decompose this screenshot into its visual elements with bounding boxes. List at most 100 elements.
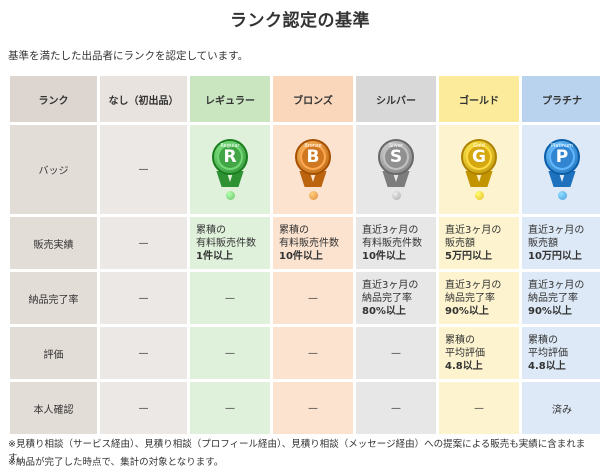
- header-none: なし（初出品）: [100, 76, 187, 122]
- sales-row: 販売実績 — 累積の 有料販売件数 1件以上 累積の 有料販売件数 10件以上 直近3ヶ…: [10, 217, 600, 269]
- rank-dot-icon: [391, 191, 401, 200]
- rating-row: 評価 — — — — 累積の 平均評価 4.8以上 累積の 平均評価 4.8以上: [10, 327, 600, 379]
- medal-icon: G Gold: [457, 139, 501, 187]
- medal-icon: B Bronze: [291, 139, 335, 187]
- header-gold: ゴールド: [439, 76, 519, 122]
- criteria-line: 直近3ヶ月の: [362, 279, 419, 291]
- badge-row-label: バッジ: [10, 125, 97, 214]
- rating-bronze: —: [273, 327, 353, 379]
- medal-letter: R: [217, 144, 243, 170]
- medal-icon: R Regular: [208, 139, 252, 187]
- rating-row-label: 評価: [10, 327, 97, 379]
- rank-dot-icon: [308, 191, 318, 200]
- sales-gold: 直近3ヶ月の 販売額 5万円以上: [439, 217, 519, 269]
- criteria-line: 有料販売件数: [196, 237, 256, 249]
- rank-dot-icon: [557, 191, 567, 200]
- medal-letter: P: [549, 144, 575, 170]
- criteria-value: 90%以上: [528, 305, 572, 317]
- sales-row-label: 販売実績: [10, 217, 97, 269]
- criteria-line: 有料販売件数: [279, 237, 339, 249]
- header-platinum: プラチナ: [522, 76, 600, 122]
- badge-row: バッジ — R Regular B Bronze S Silver G Gold P Pl…: [10, 125, 600, 214]
- sales-regular: 累積の 有料販売件数 1件以上: [190, 217, 270, 269]
- identity-silver: —: [356, 382, 436, 434]
- criteria-line: 累積の: [445, 334, 475, 346]
- header-rank: ランク: [10, 76, 97, 122]
- criteria-line: 納品完了率: [445, 292, 495, 304]
- medal-caption: Silver: [388, 143, 404, 149]
- delivery-none: —: [100, 272, 187, 324]
- identity-bronze: —: [273, 382, 353, 434]
- criteria-line: 直近3ヶ月の: [528, 224, 585, 236]
- criteria-line: 直近3ヶ月の: [362, 224, 419, 236]
- delivery-regular: —: [190, 272, 270, 324]
- criteria-line: 直近3ヶ月の: [528, 279, 585, 291]
- rating-silver: —: [356, 327, 436, 379]
- criteria-value: 10件以上: [362, 250, 406, 262]
- regular-badge: R Regular: [190, 139, 270, 200]
- header-regular: レギュラー: [190, 76, 270, 122]
- criteria-line: 直近3ヶ月の: [445, 224, 502, 236]
- criteria-value: 10万円以上: [528, 250, 582, 262]
- footnote-1: ※見積り相談（サービス経由）、見積り相談（プロフィール経由）、見積り相談（メッセ…: [8, 439, 586, 464]
- medal-icon: S Silver: [374, 139, 418, 187]
- criteria-value: 4.8以上: [528, 360, 566, 372]
- medal-caption: Regular: [220, 143, 240, 149]
- rating-platinum: 累積の 平均評価 4.8以上: [522, 327, 600, 379]
- rating-regular: —: [190, 327, 270, 379]
- rank-dot-icon: [474, 191, 484, 200]
- sales-silver: 直近3ヶ月の 有料販売件数 10件以上: [356, 217, 436, 269]
- medal-letter: G: [466, 144, 492, 170]
- bronze-badge: B Bronze: [273, 139, 353, 200]
- criteria-line: 直近3ヶ月の: [445, 279, 502, 291]
- sales-platinum: 直近3ヶ月の 販売額 10万円以上: [522, 217, 600, 269]
- delivery-bronze: —: [273, 272, 353, 324]
- medal-icon: P Platinum: [540, 139, 584, 187]
- intro-text: 基準を満たした出品者にランクを認定しています。: [8, 50, 249, 62]
- rating-gold: 累積の 平均評価 4.8以上: [439, 327, 519, 379]
- criteria-line: 販売額: [528, 237, 558, 249]
- delivery-silver: 直近3ヶ月の 納品完了率 80%以上: [356, 272, 436, 324]
- medal-caption: Bronze: [304, 143, 322, 149]
- delivery-platinum: 直近3ヶ月の 納品完了率 90%以上: [522, 272, 600, 324]
- criteria-line: 有料販売件数: [362, 237, 422, 249]
- criteria-line: 累積の: [196, 224, 226, 236]
- criteria-value: 1件以上: [196, 250, 233, 262]
- rank-criteria-table: ランク なし（初出品） レギュラー ブロンズ シルバー ゴールド プラチナ バッ…: [7, 73, 600, 437]
- header-row: ランク なし（初出品） レギュラー ブロンズ シルバー ゴールド プラチナ: [10, 76, 600, 122]
- identity-platinum: 済み: [522, 382, 600, 434]
- footnote-2: ※納品が完了した時点で、集計の対象となります。: [8, 457, 224, 468]
- criteria-line: 累積の: [528, 334, 558, 346]
- rank-dot-icon: [225, 191, 235, 200]
- delivery-gold: 直近3ヶ月の 納品完了率 90%以上: [439, 272, 519, 324]
- criteria-line: 販売額: [445, 237, 475, 249]
- header-bronze: ブロンズ: [273, 76, 353, 122]
- badge-none: —: [100, 125, 187, 214]
- silver-badge: S Silver: [356, 139, 436, 200]
- criteria-line: 平均評価: [528, 347, 568, 359]
- criteria-line: 平均評価: [445, 347, 485, 359]
- medal-caption: Platinum: [550, 143, 574, 149]
- platinum-badge: P Platinum: [522, 139, 600, 200]
- sales-bronze: 累積の 有料販売件数 10件以上: [273, 217, 353, 269]
- criteria-value: 10件以上: [279, 250, 323, 262]
- criteria-value: 5万円以上: [445, 250, 492, 262]
- criteria-value: 90%以上: [445, 305, 489, 317]
- criteria-line: 納品完了率: [362, 292, 412, 304]
- identity-row-label: 本人確認: [10, 382, 97, 434]
- medal-letter: S: [383, 144, 409, 170]
- identity-gold: —: [439, 382, 519, 434]
- sales-none: —: [100, 217, 187, 269]
- identity-none: —: [100, 382, 187, 434]
- criteria-line: 累積の: [279, 224, 309, 236]
- medal-caption: Gold: [473, 143, 485, 149]
- header-silver: シルバー: [356, 76, 436, 122]
- gold-badge: G Gold: [439, 139, 519, 200]
- identity-regular: —: [190, 382, 270, 434]
- criteria-line: 納品完了率: [528, 292, 578, 304]
- page-title: ランク認定の基準: [230, 11, 370, 31]
- criteria-value: 80%以上: [362, 305, 406, 317]
- criteria-value: 4.8以上: [445, 360, 483, 372]
- medal-letter: B: [300, 144, 326, 170]
- delivery-row: 納品完了率 — — — 直近3ヶ月の 納品完了率 80%以上 直近3ヶ月の 納品完了率…: [10, 272, 600, 324]
